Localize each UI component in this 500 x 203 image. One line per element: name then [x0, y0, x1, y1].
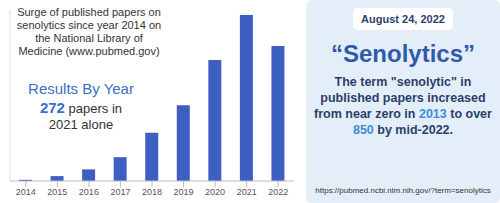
svg-text:2022: 2022: [268, 187, 288, 197]
html-text:“Senolytics”: “Senolytics”: [331, 40, 475, 67]
html-text:Surge of published papers on s: Surge of published papers on senolytics …: [16, 6, 162, 57]
html-text:850 by mid-2022.: 850 by mid-2022.: [353, 123, 453, 137]
svg-text:2015: 2015: [47, 187, 67, 197]
html-text:272 papers in 2021 alone: 272 papers in 2021 alone: [39, 99, 123, 132]
html-text:August 24, 2022: August 24, 2022: [361, 13, 445, 25]
svg-text:2017: 2017: [110, 187, 130, 197]
svg-text:2021: 2021: [237, 187, 257, 197]
svg-text:2016: 2016: [79, 187, 99, 197]
svg-text:2018: 2018: [142, 187, 162, 197]
svg-text:2019: 2019: [174, 187, 194, 197]
html-text:The term "senolytic" in publis: The term "senolytic" in published papers…: [314, 75, 492, 121]
html-text:https://pubmed.ncbi.nlm.nih.go: https://pubmed.ncbi.nlm.nih.gov/?term=se…: [315, 186, 491, 195]
svg-text:2020: 2020: [205, 187, 225, 197]
svg-text:2014: 2014: [16, 187, 36, 197]
html-text:Results By Year: Results By Year: [28, 80, 134, 97]
